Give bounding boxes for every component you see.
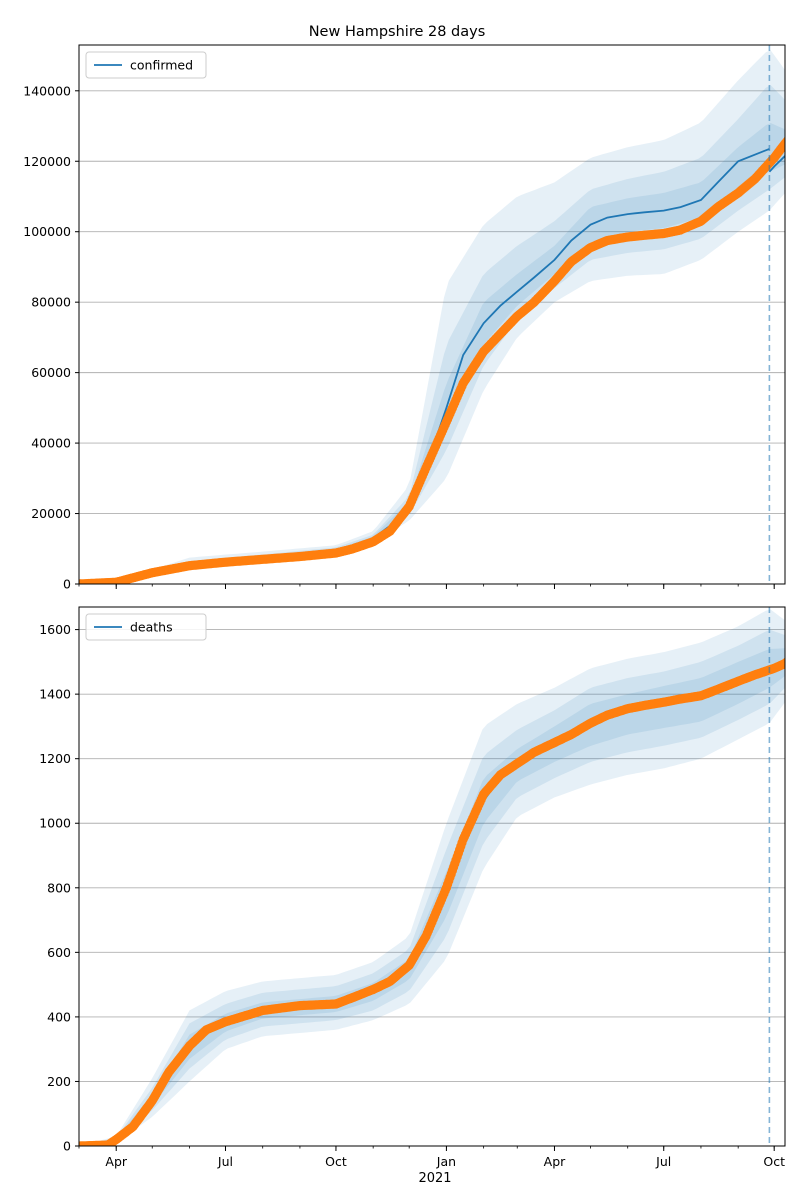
y-tick-label: 600 xyxy=(47,945,71,960)
x-tick-label: Oct xyxy=(763,1154,785,1169)
axes-frame xyxy=(78,44,786,585)
x-tick-label: Jul xyxy=(217,1154,233,1169)
y-tick-label: 60000 xyxy=(31,365,71,380)
observed-point xyxy=(786,654,795,663)
x-tick-label: Apr xyxy=(544,1154,566,1169)
chart-title: New Hampshire 28 days xyxy=(309,24,486,40)
x-tick-label: Apr xyxy=(105,1154,127,1169)
y-tick-label: 140000 xyxy=(23,83,71,98)
observed-point xyxy=(782,136,785,145)
x-tick-label: Oct xyxy=(325,1154,347,1169)
legend: confirmed xyxy=(85,51,207,79)
legend-box xyxy=(85,51,207,79)
x-axis-year-label: 2021 xyxy=(418,1171,451,1186)
y-tick-label: 1200 xyxy=(39,751,71,766)
y-tick-label: 20000 xyxy=(31,506,71,521)
legend-label: deaths xyxy=(130,620,173,635)
observed-point xyxy=(786,132,795,141)
y-tick-label: 1000 xyxy=(39,816,71,831)
y-tick-label: 120000 xyxy=(23,154,71,169)
x-tick-label: Jan xyxy=(436,1154,456,1169)
y-tick-label: 80000 xyxy=(31,295,71,310)
y-tick-label: 0 xyxy=(63,1139,71,1154)
observed-point xyxy=(785,133,794,142)
uncertainty-band-middle xyxy=(79,85,785,584)
observed-series xyxy=(79,132,795,584)
axes-frame xyxy=(78,606,786,1147)
legend: deaths xyxy=(85,613,207,641)
plot-area xyxy=(79,50,795,584)
uncertainty-band-outer xyxy=(79,50,785,584)
observed-point xyxy=(781,137,785,147)
legend-label: confirmed xyxy=(130,58,193,73)
legend-box xyxy=(85,613,207,641)
deaths-panel: 0 200 400 600 800 1000 1200 1400 1600 Apr Jul Oct Ja… xyxy=(39,606,795,1169)
y-tick-label: 1600 xyxy=(39,622,71,637)
y-tick-label: 1400 xyxy=(39,687,71,702)
uncertainty-band-inner xyxy=(79,648,785,1146)
confirmed-panel: 0 20000 40000 60000 80000 100000 120000 140000 c… xyxy=(23,44,795,592)
y-tick-label: 200 xyxy=(47,1074,71,1089)
plot-area xyxy=(79,609,795,1146)
observed-point xyxy=(785,655,794,664)
y-tick-label: 0 xyxy=(63,577,71,592)
y-tick-label: 40000 xyxy=(31,436,71,451)
forecast-line xyxy=(768,155,785,173)
y-tick-label: 100000 xyxy=(23,224,71,239)
y-tick-label: 400 xyxy=(47,1009,71,1024)
observed-series xyxy=(79,654,795,1146)
y-tick-label: 800 xyxy=(47,880,71,895)
x-tick-label: Jul xyxy=(655,1154,671,1169)
